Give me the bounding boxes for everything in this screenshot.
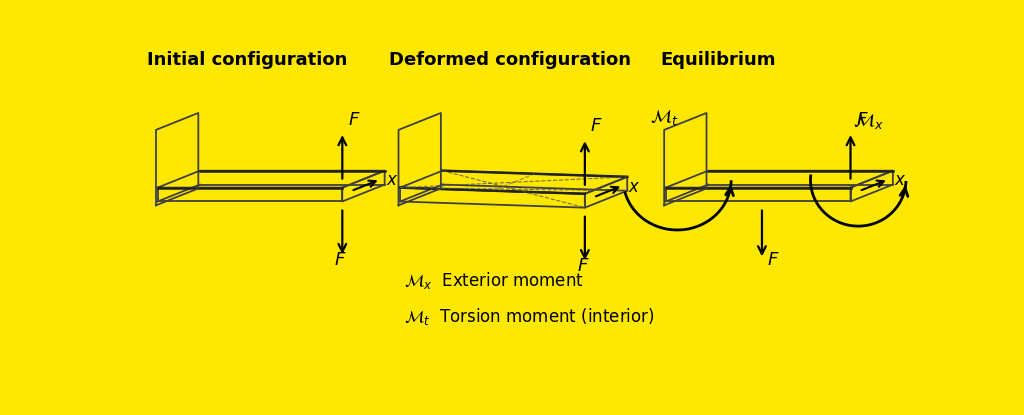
Text: $\mathcal{M}_t$  Torsion moment (interior): $\mathcal{M}_t$ Torsion moment (interior… [403, 305, 654, 327]
Text: $\mathcal{M}_x$: $\mathcal{M}_x$ [853, 112, 884, 131]
Text: $F$: $F$ [590, 117, 603, 135]
Text: Equilibrium: Equilibrium [660, 51, 776, 69]
Text: $F$: $F$ [348, 111, 360, 129]
Text: $x$: $x$ [894, 171, 906, 190]
Text: $F$: $F$ [767, 251, 780, 269]
Text: $\mathcal{M}_t$: $\mathcal{M}_t$ [650, 108, 679, 127]
Text: Initial configuration: Initial configuration [147, 51, 348, 69]
Text: $\mathcal{M}_x$  Exterior moment: $\mathcal{M}_x$ Exterior moment [403, 270, 584, 291]
Text: $x$: $x$ [628, 178, 641, 195]
Text: $F$: $F$ [335, 251, 347, 269]
Text: $F$: $F$ [856, 111, 868, 129]
Text: $F$: $F$ [578, 257, 590, 275]
Text: $x$: $x$ [386, 171, 398, 190]
Text: Deformed configuration: Deformed configuration [388, 51, 631, 69]
